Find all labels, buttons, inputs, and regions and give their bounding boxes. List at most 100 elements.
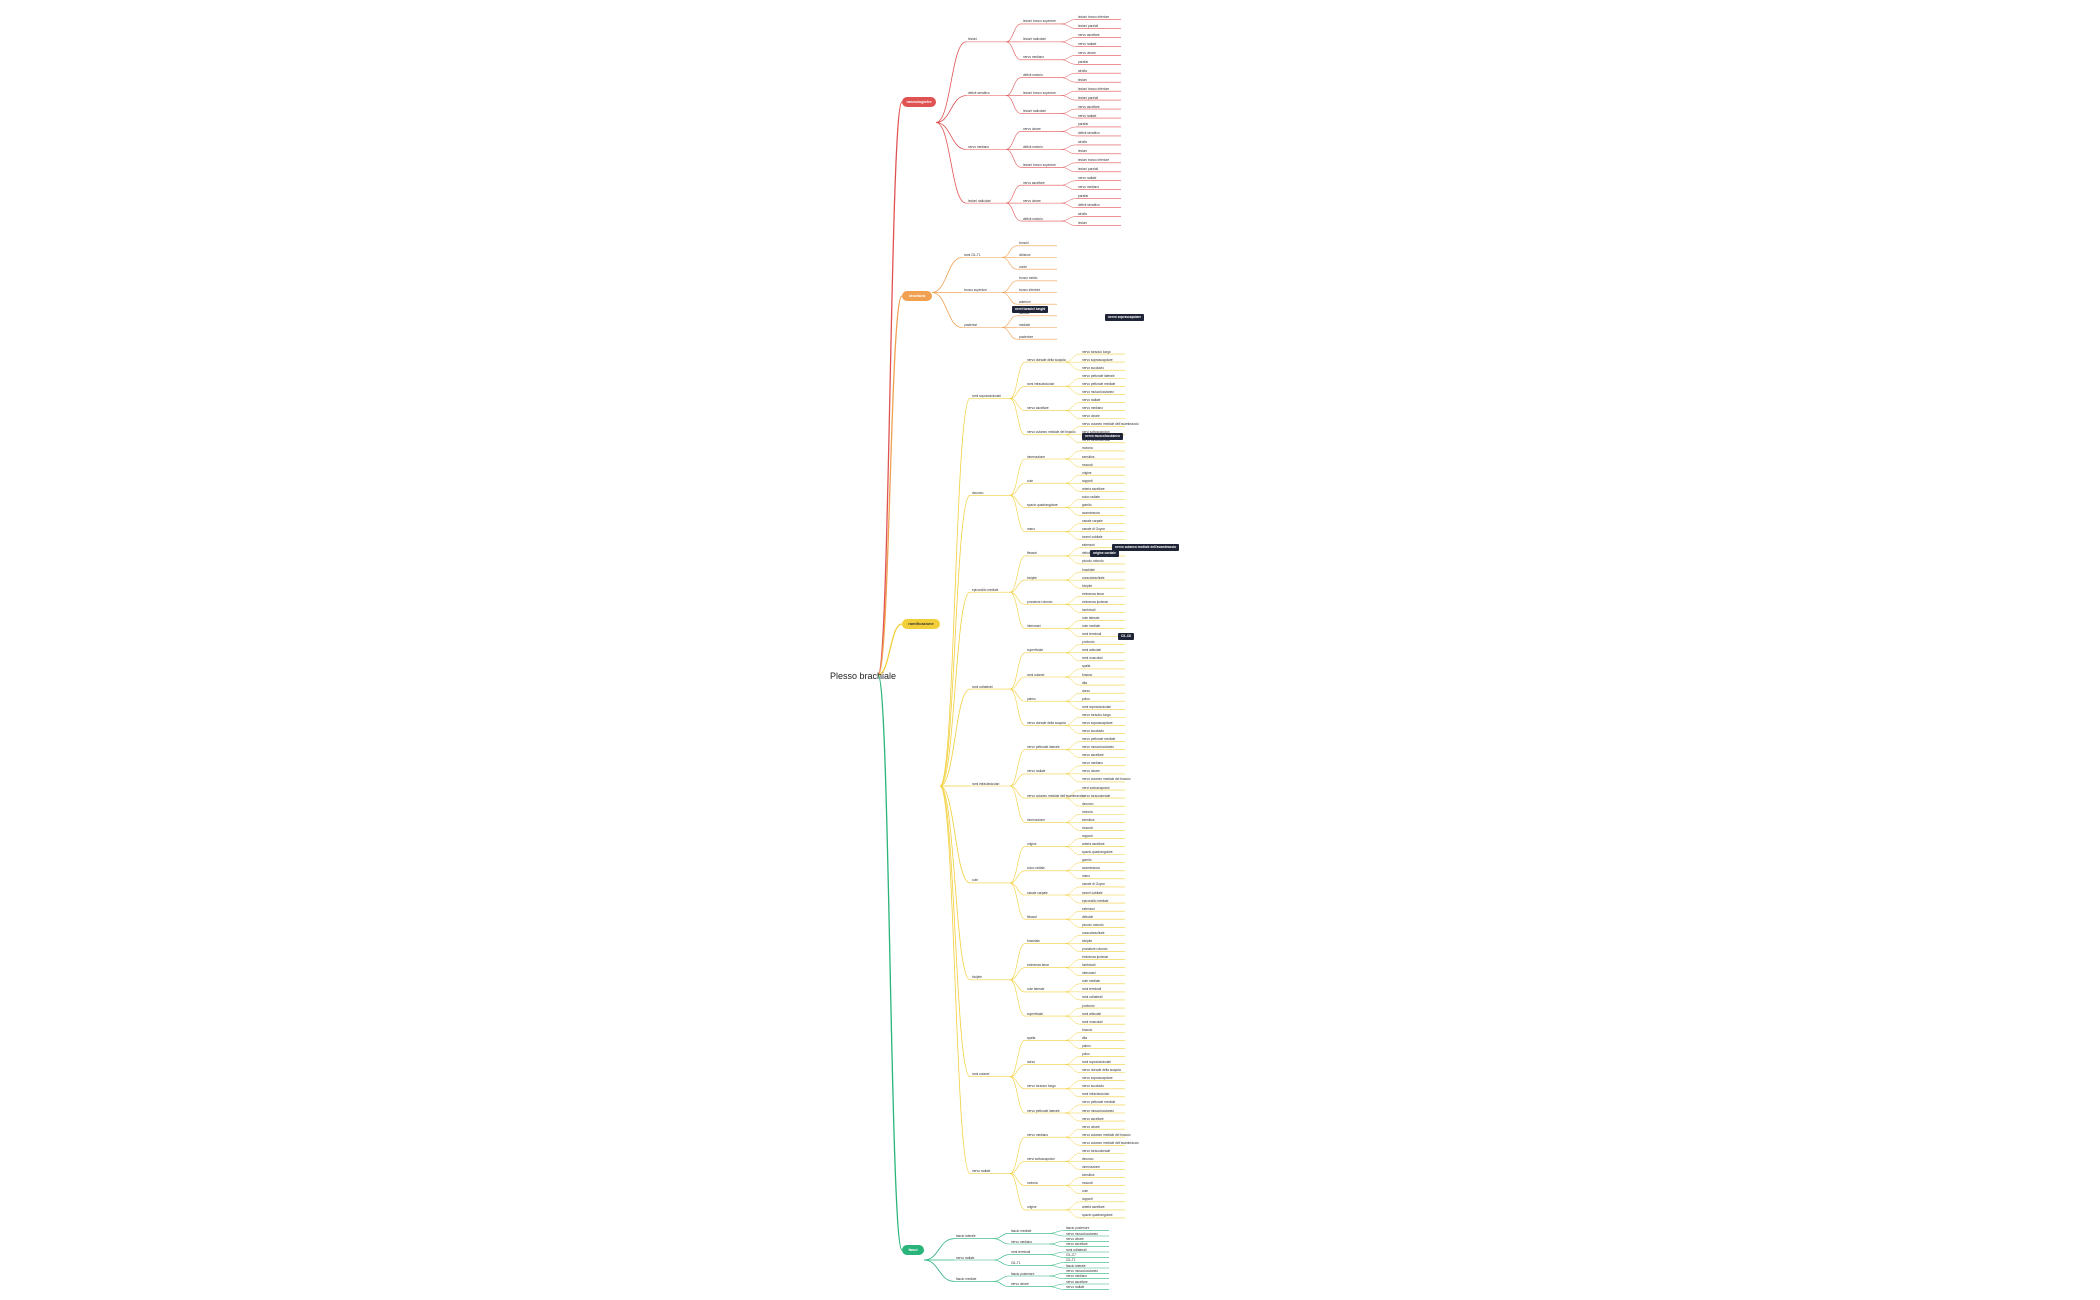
yellow-node-l2[interactable]: innervazione: [1027, 817, 1046, 822]
yellow-node-l2[interactable]: nervo radiale: [1027, 769, 1046, 774]
red-node-l3[interactable]: lesioni: [1078, 77, 1088, 82]
orange-node-l2[interactable]: divisioni: [1019, 253, 1031, 257]
green-node-l2[interactable]: nervo mediano: [1011, 1239, 1033, 1244]
yellow-node-l3[interactable]: dita: [1082, 680, 1088, 685]
green-node-l3[interactable]: nervo muscolocutaneo: [1066, 1268, 1099, 1273]
yellow-node-l2[interactable]: flessori: [1027, 914, 1038, 919]
yellow-node-l3[interactable]: nervo muscolocutaneo: [1082, 745, 1115, 750]
orange-node-l2[interactable]: laterale: [1019, 311, 1030, 316]
orange-node-l1[interactable]: rami C5–T1: [964, 253, 981, 257]
green-node-l3[interactable]: nervo ascellare: [1066, 1279, 1088, 1284]
yellow-node-l3[interactable]: solco radiale: [1082, 494, 1100, 499]
green-node-l3[interactable]: fascio posteriore: [1066, 1226, 1090, 1231]
red-node-l2[interactable]: nervo ulnare: [1023, 198, 1041, 203]
yellow-node-l2[interactable]: nervo mediano: [1027, 1132, 1049, 1137]
yellow-node-l3[interactable]: rami collaterali: [1082, 995, 1103, 1000]
yellow-node-l3[interactable]: eminenza tenar: [1082, 591, 1104, 596]
yellow-node-l3[interactable]: rami infraclavicolari: [1082, 1092, 1110, 1097]
green-node-l2[interactable]: fascio mediale: [1011, 1228, 1032, 1233]
yellow-node-l3[interactable]: muscoli: [1082, 1181, 1093, 1186]
red-node-l2[interactable]: nervo mediano: [1023, 55, 1045, 60]
red-node-l3[interactable]: nervo ascellare: [1078, 32, 1100, 37]
dark-tag[interactable]: C5–C6: [1118, 632, 1134, 640]
dark-tag[interactable]: nervo muscolocutaneo: [1082, 432, 1123, 440]
yellow-node-l3[interactable]: nervo cutaneo mediale dell'avambraccio: [1082, 1140, 1139, 1145]
green-node-l2[interactable]: rami terminali: [1011, 1250, 1031, 1255]
yellow-node-l3[interactable]: tunnel cubitale: [1082, 890, 1103, 895]
yellow-node-l3[interactable]: rami sopraclavicolari: [1082, 1060, 1112, 1065]
yellow-node-l2[interactable]: pronatore rotondo: [1027, 599, 1053, 604]
yellow-node-l3[interactable]: piccolo rotondo: [1082, 559, 1104, 564]
yellow-node-l3[interactable]: nervo cutaneo mediale dell'avambraccio: [1082, 422, 1139, 427]
yellow-node-l2[interactable]: rami cutanei: [1027, 672, 1045, 677]
yellow-node-l2[interactable]: nervo cutaneo mediale dell'avambraccio: [1027, 793, 1084, 798]
red-node-l3[interactable]: deficit sensitivo: [1078, 203, 1100, 208]
yellow-node-l3[interactable]: nervi sottoscapolari: [1082, 430, 1109, 434]
yellow-node-l3[interactable]: nervo ulnare: [1082, 414, 1100, 419]
yellow-node-l3[interactable]: canale di Guyon: [1082, 882, 1106, 887]
yellow-node-l3[interactable]: sensitiva: [1082, 1173, 1095, 1178]
yellow-node-l3[interactable]: interossei: [1082, 971, 1096, 976]
yellow-node-l2[interactable]: brachiale: [1027, 938, 1040, 943]
yellow-node-l2[interactable]: motoria: [1027, 1181, 1038, 1186]
yellow-node-l3[interactable]: tricipite: [1082, 938, 1093, 943]
orange-node-l2[interactable]: tronco inferiore: [1019, 288, 1041, 292]
yellow-node-l2[interactable]: nervo ascellare: [1027, 406, 1049, 411]
yellow-node-l3[interactable]: nervo toracico lungo: [1082, 712, 1111, 717]
yellow-node-l3[interactable]: nervi sottoscapolari: [1082, 785, 1110, 790]
yellow-node-l1[interactable]: rami cutanei: [972, 1072, 990, 1077]
yellow-node-l3[interactable]: lombricali: [1082, 963, 1096, 968]
dark-tag[interactable]: nervo cutaneo mediale dell'avambraccio: [1112, 543, 1180, 551]
yellow-node-l2[interactable]: origine: [1027, 842, 1037, 847]
yellow-node-l3[interactable]: nervo muscolocutaneo: [1082, 1108, 1115, 1113]
red-node-l3[interactable]: lesioni tronco inferiore: [1078, 14, 1110, 19]
yellow-node-l3[interactable]: nervo pettorale mediale: [1082, 737, 1116, 742]
red-node-l1[interactable]: lesioni radicolari: [968, 198, 991, 203]
yellow-node-l2[interactable]: nervi sottoscapolari: [1027, 1156, 1055, 1161]
yellow-node-l2[interactable]: rami infraclavicolari: [1027, 381, 1055, 386]
yellow-node-l3[interactable]: avambraccio: [1082, 511, 1101, 516]
yellow-node-l3[interactable]: nervo muscolocutaneo: [1082, 389, 1115, 394]
yellow-node-l3[interactable]: arteria ascellare: [1082, 486, 1105, 491]
yellow-node-l2[interactable]: eminenza tenar: [1027, 963, 1049, 968]
yellow-node-l3[interactable]: muscoli: [1082, 462, 1093, 467]
yellow-node-l3[interactable]: nervo pettorale laterale: [1082, 373, 1115, 378]
yellow-node-l3[interactable]: nervo toracodorsale: [1082, 793, 1111, 798]
yellow-node-l1[interactable]: decorso: [972, 490, 984, 495]
yellow-node-l1[interactable]: bicipite: [972, 975, 982, 980]
red-node-l3[interactable]: nervo mediano: [1078, 185, 1100, 190]
yellow-node-l3[interactable]: muscoli: [1082, 825, 1093, 830]
red-node-l2[interactable]: deficit motorio: [1023, 144, 1043, 149]
orange-node-l2[interactable]: tronchi: [1019, 241, 1029, 246]
yellow-node-l3[interactable]: braccio: [1082, 672, 1093, 677]
yellow-node-l3[interactable]: braccio: [1082, 1027, 1093, 1032]
yellow-node-l1[interactable]: cute: [972, 878, 979, 883]
yellow-node-l3[interactable]: nervo ulnare: [1082, 1124, 1100, 1129]
yellow-node-l3[interactable]: deltoide: [1082, 551, 1094, 556]
green-node-l2[interactable]: C8–T1: [1011, 1260, 1021, 1265]
yellow-node-l3[interactable]: motoria: [1082, 809, 1093, 814]
yellow-node-l2[interactable]: cute laterale: [1027, 987, 1045, 992]
yellow-node-l3[interactable]: dorso: [1082, 688, 1090, 693]
red-node-l3[interactable]: nervo radiale: [1078, 41, 1097, 46]
red-node-l3[interactable]: lesioni tronco inferiore: [1078, 158, 1110, 163]
yellow-node-l3[interactable]: eminenza ipotenar: [1082, 955, 1109, 960]
green-node-l1[interactable]: nervo radiale: [956, 1255, 975, 1260]
branch-neurologiche[interactable]: neurologiche: [902, 97, 936, 107]
yellow-node-l3[interactable]: epicondilo mediale: [1082, 898, 1109, 903]
red-node-l3[interactable]: nervo ascellare: [1078, 104, 1100, 109]
yellow-node-l3[interactable]: estensori: [1082, 906, 1095, 911]
yellow-node-l3[interactable]: nervo mediano: [1082, 761, 1104, 766]
red-node-l1[interactable]: deficit sensitivo: [968, 91, 990, 96]
red-node-l3[interactable]: atrofia: [1078, 68, 1087, 73]
yellow-node-l3[interactable]: nervo cutaneo mediale del braccio: [1082, 777, 1131, 782]
orange-node-l2[interactable]: mediale: [1019, 323, 1031, 327]
red-node-l3[interactable]: paralisi: [1078, 122, 1089, 127]
yellow-node-l3[interactable]: nervo toracodorsale: [1082, 438, 1111, 443]
red-node-l3[interactable]: deficit sensitivo: [1078, 131, 1100, 136]
orange-node-l1[interactable]: tronco superiore: [964, 288, 988, 292]
yellow-node-l3[interactable]: gomito: [1082, 858, 1092, 863]
yellow-node-l2[interactable]: canale carpale: [1027, 890, 1048, 895]
red-node-l2[interactable]: lesioni radicolari: [1023, 37, 1046, 42]
red-node-l3[interactable]: nervo ulnare: [1078, 50, 1096, 55]
